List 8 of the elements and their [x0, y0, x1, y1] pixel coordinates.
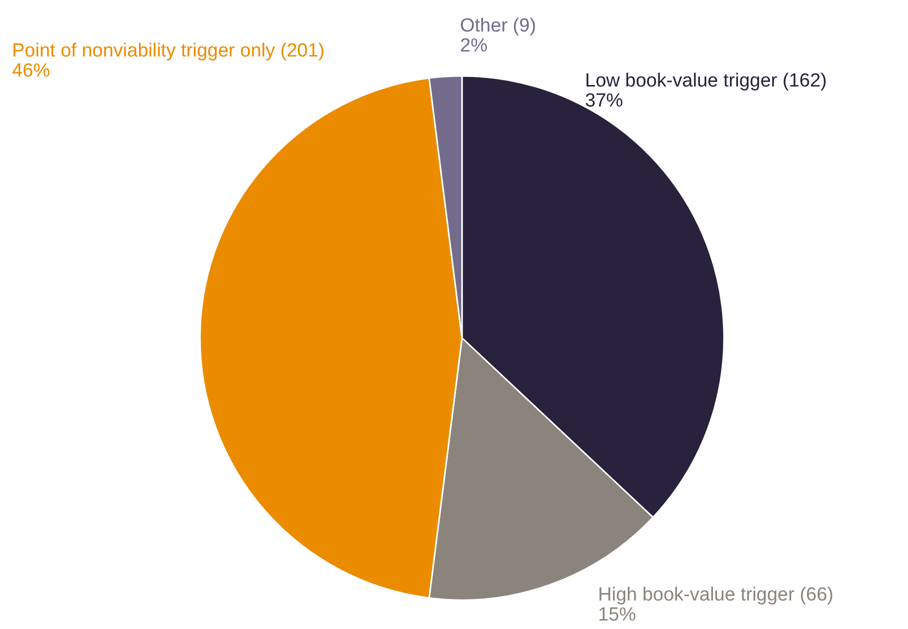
data-label: 37% — [585, 90, 624, 112]
slice-label: Point of nonviability trigger only (201) — [12, 40, 325, 62]
data-label: 15% — [598, 604, 636, 626]
slice-label: Low book-value trigger (162) — [585, 70, 827, 92]
slice-label: High book-value trigger (66) — [598, 584, 834, 606]
data-label: 46% — [12, 60, 50, 82]
slice-label: Other (9) — [460, 16, 536, 36]
data-label: 2% — [460, 36, 488, 56]
